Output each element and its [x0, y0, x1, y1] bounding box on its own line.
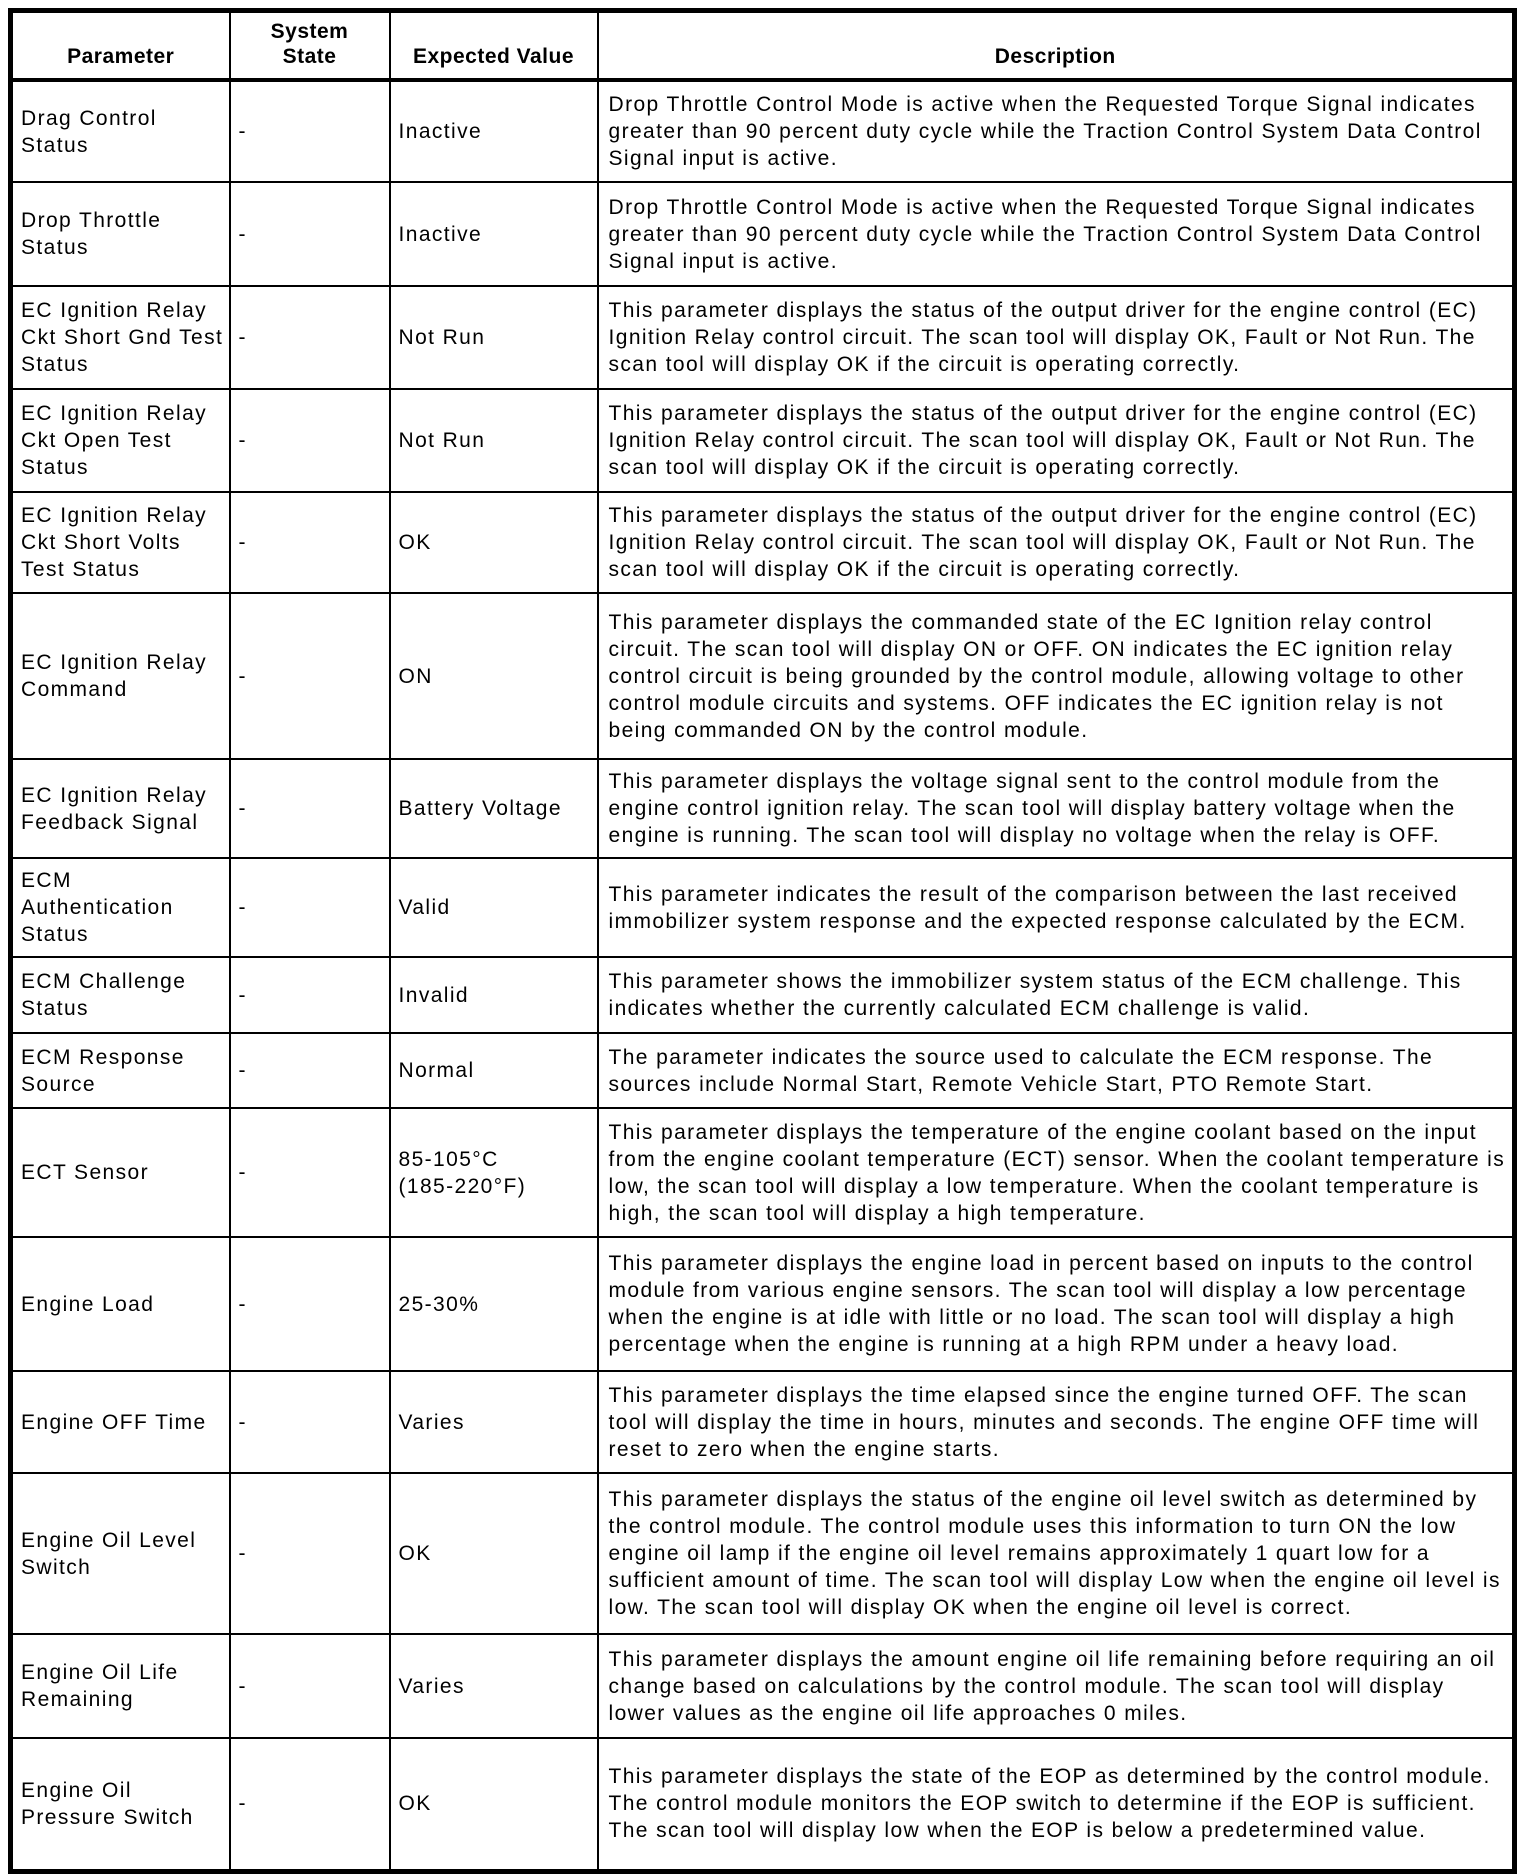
header-parameter: Parameter	[9, 9, 231, 82]
expected-value-cell: OK	[388, 1472, 599, 1635]
expected-value-cell: 25-30%	[388, 1236, 599, 1372]
system-state-cell: -	[228, 491, 391, 594]
parameter-cell: EC Ignition Relay Feedback Signal	[9, 758, 231, 859]
parameter-cell: Drop Throttle Status	[9, 181, 231, 287]
header-system-state: System State	[228, 9, 391, 82]
table-row: EC Ignition Relay Command - ON This paramet…	[9, 592, 1516, 760]
parameter-cell: ECT Sensor	[9, 1107, 231, 1238]
description-cell: Drop Throttle Control Mode is active whe…	[596, 79, 1516, 183]
system-state-cell: -	[228, 1370, 391, 1474]
header-description: Description	[596, 9, 1516, 82]
description-cell: This parameter shows the immobilizer sys…	[596, 956, 1516, 1034]
expected-value-cell: Inactive	[388, 181, 599, 287]
parameter-cell: Engine Load	[9, 1236, 231, 1372]
system-state-cell: -	[228, 758, 391, 859]
system-state-cell: -	[228, 79, 391, 183]
table-row: Engine Oil Level Switch - OK This parameter…	[9, 1472, 1516, 1635]
table-body: Drag Control Status - Inactive Drop Throttl…	[9, 79, 1516, 1872]
description-cell: Drop Throttle Control Mode is active whe…	[596, 181, 1516, 287]
table-row: Drop Throttle Status - Inactive Drop Thrott…	[9, 181, 1516, 287]
parameter-cell: Engine OFF Time	[9, 1370, 231, 1474]
parameter-cell: Engine Oil Level Switch	[9, 1472, 231, 1635]
system-state-cell: -	[228, 181, 391, 287]
parameter-cell: Drag Control Status	[9, 79, 231, 183]
system-state-cell: -	[228, 1032, 391, 1109]
description-cell: This parameter displays the status of th…	[596, 1472, 1516, 1635]
table-row: EC Ignition Relay Ckt Short Volts Test S…	[9, 491, 1516, 594]
parameter-cell: ECM Authentication Status	[9, 857, 231, 958]
table-row: ECM Authentication Status - Valid This para…	[9, 857, 1516, 958]
table-row: ECT Sensor -85-105°C (185-220°F) This para…	[9, 1107, 1516, 1238]
table-row: EC Ignition Relay Ckt Open Test Status - N…	[9, 388, 1516, 493]
expected-value-cell: Not Run	[388, 388, 599, 493]
description-cell: This parameter displays the commanded st…	[596, 592, 1516, 760]
description-cell: This parameter displays the amount engin…	[596, 1633, 1516, 1739]
description-cell: This parameter displays the engine load …	[596, 1236, 1516, 1372]
expected-value-cell: Varies	[388, 1633, 599, 1739]
parameter-cell: EC Ignition Relay Ckt Short Gnd Test Sta…	[9, 285, 231, 390]
table-row: ECM Response Source - Normal The parameter …	[9, 1032, 1516, 1109]
parameter-cell: Engine Oil Pressure Switch	[9, 1737, 231, 1872]
description-cell: This parameter displays the time elapsed…	[596, 1370, 1516, 1474]
description-cell: This parameter displays the status of th…	[596, 388, 1516, 493]
expected-value-cell: OK	[388, 1737, 599, 1872]
table-row: Engine Oil Life Remaining - Varies This par…	[9, 1633, 1516, 1739]
description-cell: This parameter displays the temperature …	[596, 1107, 1516, 1238]
system-state-cell: -	[228, 1472, 391, 1635]
parameter-cell: ECM Challenge Status	[9, 956, 231, 1034]
description-cell: This parameter displays the status of th…	[596, 285, 1516, 390]
header-expected-value: Expected Value	[388, 9, 599, 82]
table-row: EC Ignition Relay Ckt Short Gnd Test Sta…	[9, 285, 1516, 390]
table-row: Drag Control Status - Inactive Drop Throttl…	[9, 79, 1516, 183]
system-state-cell: -	[228, 1107, 391, 1238]
expected-value-cell: Not Run	[388, 285, 599, 390]
table-row: Engine Load -25-30% This parameter display…	[9, 1236, 1516, 1372]
parameter-table: Parameter System State Expected Value De…	[8, 8, 1517, 1874]
parameter-cell: Engine Oil Life Remaining	[9, 1633, 231, 1739]
expected-value-cell: ON	[388, 592, 599, 760]
system-state-cell: -	[228, 592, 391, 760]
table-row: Engine OFF Time - Varies This parameter dis…	[9, 1370, 1516, 1474]
description-cell: This parameter displays the status of th…	[596, 491, 1516, 594]
table-row: ECM Challenge Status - Invalid This paramet…	[9, 956, 1516, 1034]
system-state-cell: -	[228, 388, 391, 493]
parameter-cell: EC Ignition Relay Ckt Short Volts Test S…	[9, 491, 231, 594]
table-row: Engine Oil Pressure Switch - OK This parame…	[9, 1737, 1516, 1872]
system-state-cell: -	[228, 1236, 391, 1372]
parameter-cell: EC Ignition Relay Command	[9, 592, 231, 760]
description-cell: This parameter displays the voltage sign…	[596, 758, 1516, 859]
system-state-cell: -	[228, 857, 391, 958]
description-cell: This parameter indicates the result of t…	[596, 857, 1516, 958]
description-cell: The parameter indicates the source used …	[596, 1032, 1516, 1109]
expected-value-cell: Normal	[388, 1032, 599, 1109]
parameter-cell: EC Ignition Relay Ckt Open Test Status	[9, 388, 231, 493]
expected-value-cell: OK	[388, 491, 599, 594]
table-row: EC Ignition Relay Feedback Signal - Batter…	[9, 758, 1516, 859]
expected-value-cell: Varies	[388, 1370, 599, 1474]
expected-value-cell: Valid	[388, 857, 599, 958]
description-cell: This parameter displays the state of the…	[596, 1737, 1516, 1872]
system-state-cell: -	[228, 285, 391, 390]
system-state-cell: -	[228, 956, 391, 1034]
system-state-cell: -	[228, 1737, 391, 1872]
parameter-cell: ECM Response Source	[9, 1032, 231, 1109]
expected-value-cell: Battery Voltage	[388, 758, 599, 859]
expected-value-cell: 85-105°C (185-220°F)	[388, 1107, 599, 1238]
table-header-row: Parameter System State Expected Value De…	[9, 9, 1516, 82]
expected-value-cell: Invalid	[388, 956, 599, 1034]
system-state-cell: -	[228, 1633, 391, 1739]
expected-value-cell: Inactive	[388, 79, 599, 183]
